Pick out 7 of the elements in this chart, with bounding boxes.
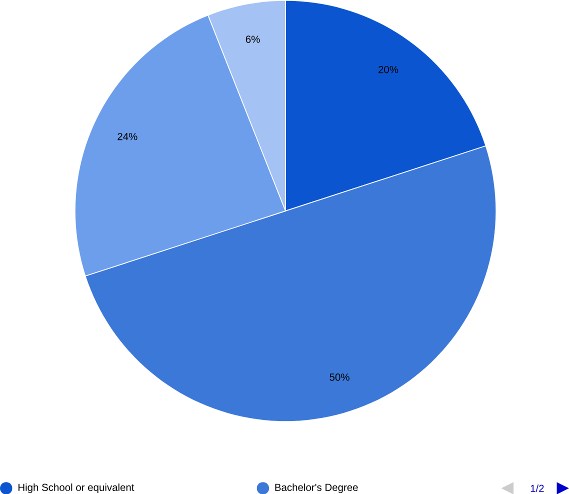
legend-label: Bachelor's Degree — [275, 483, 358, 493]
data-label: 6% — [246, 35, 260, 43]
text: 1/2 — [530, 484, 544, 492]
data-label: 20% — [378, 66, 398, 73]
data-label: 24% — [118, 132, 138, 140]
legend-label: High School or equivalent — [18, 483, 134, 493]
data-label: 50% — [330, 373, 350, 381]
